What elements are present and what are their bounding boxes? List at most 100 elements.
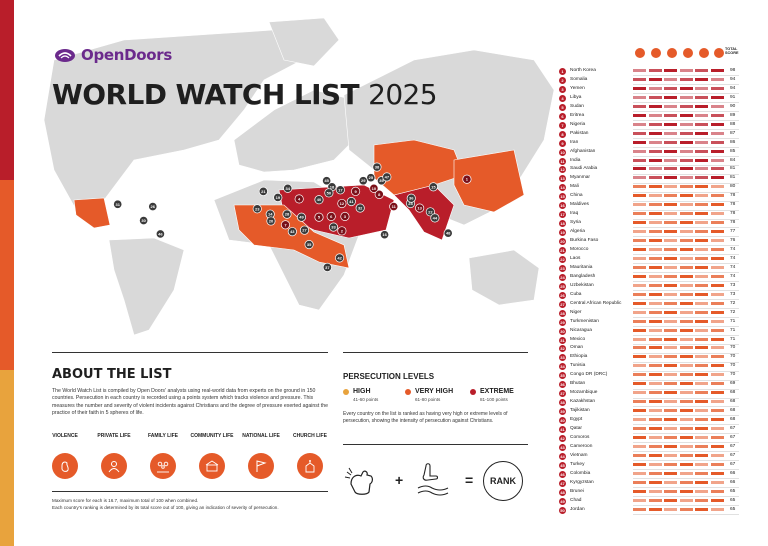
total-score: 74 [730, 255, 736, 261]
score-segment [648, 265, 662, 269]
page-title: WORLD WATCH LIST 2025 [52, 78, 438, 111]
score-breakdown-bar [633, 158, 724, 162]
score-segment [648, 122, 662, 126]
score-segment [648, 346, 662, 350]
total-score: 76 [730, 238, 736, 244]
score-segment [679, 498, 693, 502]
map-marker-label: 22 [428, 209, 433, 214]
table-row: 38 Kazakhstan 68 [559, 398, 741, 407]
map-marker [304, 240, 314, 250]
score-segment [633, 507, 646, 511]
country-name: India [570, 157, 581, 163]
country-name: Turkmenistan [570, 318, 599, 324]
map-marker-label: 24 [408, 201, 413, 206]
score-breakdown-bar [633, 435, 724, 439]
rank-badge: 49 [559, 497, 566, 505]
score-breakdown-bar [633, 292, 724, 296]
table-row: 27 Central African Republic 72 [559, 300, 741, 308]
row-divider [633, 84, 739, 86]
map-marker-label: 2 [341, 228, 344, 233]
score-segment [648, 507, 662, 511]
country-name: Myanmar [570, 175, 590, 181]
score-segment [664, 364, 677, 368]
level-extreme: EXTREME 81-100 points [470, 388, 514, 404]
map-marker [382, 172, 392, 182]
family-life-column-icon [667, 48, 677, 58]
score-segment [633, 319, 646, 323]
score-segment [664, 301, 677, 305]
footnote-rule [52, 491, 328, 492]
score-segment [695, 444, 708, 448]
score-segment [695, 265, 708, 269]
score-segment [633, 337, 646, 341]
table-row: 36 Bhutan 69 [559, 380, 741, 389]
score-segment [664, 86, 677, 90]
total-score: 67 [730, 434, 736, 440]
row-divider [633, 451, 739, 453]
score-segment [633, 373, 646, 377]
row-divider [633, 343, 739, 345]
country-name: Ethiopia [570, 354, 588, 360]
score-segment [664, 248, 677, 251]
map-marker [355, 203, 365, 213]
table-row: 1 North Korea 98 [559, 67, 741, 75]
level-very-high: VERY HIGH 61-80 points [405, 388, 453, 404]
score-segment [664, 239, 677, 243]
score-segment [695, 158, 708, 162]
score-segment [679, 292, 693, 296]
score-segment [695, 462, 708, 466]
score-segment [679, 346, 693, 350]
score-segment [664, 337, 677, 341]
total-score: 74 [730, 247, 736, 252]
row-divider [633, 478, 739, 480]
total-score: 68 [730, 390, 736, 396]
table-row: 3 Yemen 94 [559, 85, 741, 93]
score-segment [679, 194, 693, 198]
total-score: 78 [730, 211, 736, 217]
equation-rule [343, 444, 528, 445]
country-name: Maldives [570, 202, 589, 208]
map-marker-label: 33 [331, 225, 336, 230]
score-segment [695, 283, 708, 287]
score-breakdown-bar [633, 301, 724, 305]
rank-badge: 29 [559, 318, 566, 326]
table-row: 11 India 84 [559, 157, 741, 165]
map-marker [340, 211, 350, 221]
score-segment [633, 310, 646, 314]
map-marker [283, 183, 293, 193]
score-segment [695, 471, 708, 475]
score-breakdown-bar [633, 409, 724, 413]
score-segment [679, 355, 693, 359]
score-segment [664, 480, 677, 484]
score-segment [695, 239, 708, 243]
total-score: 68 [730, 408, 736, 414]
score-segment [664, 185, 677, 189]
rank-badge: 24 [559, 273, 566, 281]
rank-badge: 13 [559, 175, 566, 183]
score-segment [633, 167, 646, 171]
score-segment [695, 212, 708, 216]
australia-landmass [468, 249, 540, 306]
rank-badge: 30 [559, 327, 566, 335]
score-segment [664, 346, 677, 350]
map-marker [282, 209, 292, 219]
score-segment [679, 274, 693, 278]
table-row: 40 Egypt 68 [559, 416, 741, 425]
score-breakdown-bar [633, 122, 724, 126]
map-marker-label: 11 [392, 204, 397, 209]
score-segment [695, 176, 708, 180]
score-segment [695, 167, 708, 171]
score-segment [633, 471, 646, 475]
score-segment [633, 409, 646, 413]
map-marker-label: 15 [431, 184, 436, 189]
country-name: Afghanistan [570, 148, 596, 154]
total-score: 78 [730, 193, 736, 199]
stripe-red [0, 0, 14, 180]
score-breakdown-bar [633, 498, 724, 502]
map-marker-label: 12 [340, 201, 345, 206]
score-segment [633, 140, 646, 144]
score-segment [664, 373, 677, 377]
total-score: 67 [730, 426, 736, 431]
total-score: 81 [730, 166, 736, 172]
